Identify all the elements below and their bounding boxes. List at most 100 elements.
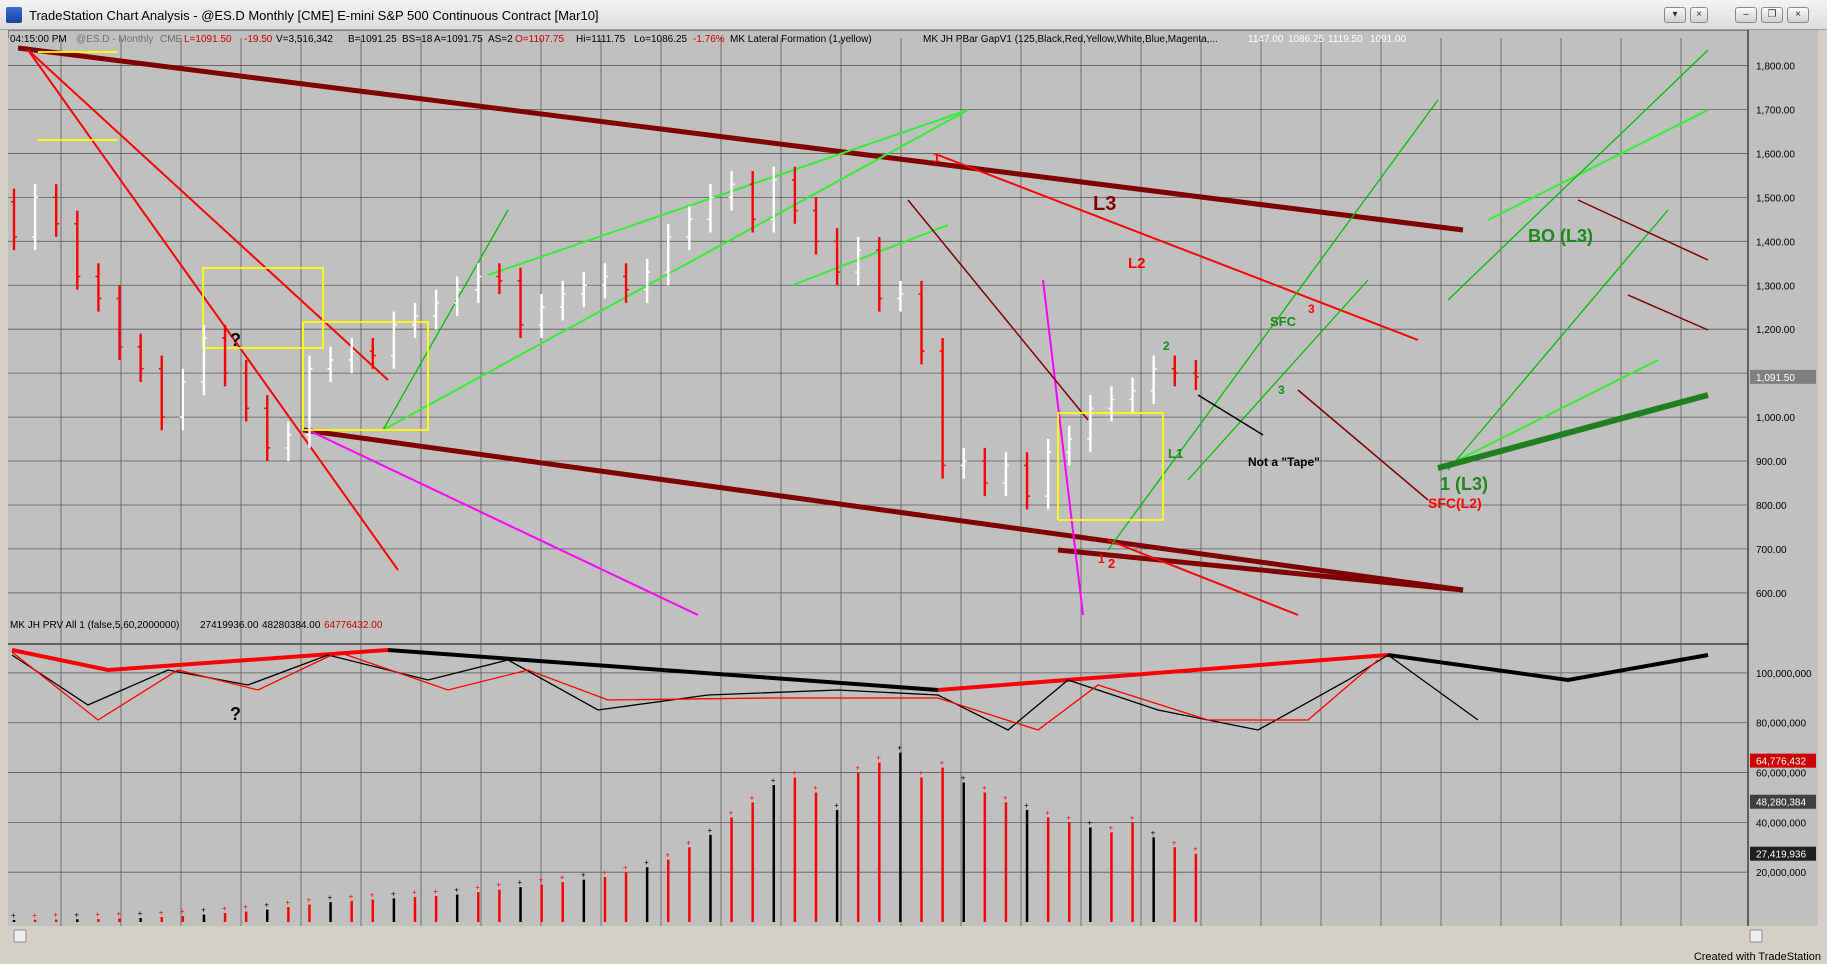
volume-marker: +	[665, 851, 670, 860]
volume-marker: +	[264, 901, 269, 910]
label-1-bottom: 1	[1098, 552, 1105, 566]
volume-marker: +	[475, 883, 480, 892]
close-window-icon[interactable]: ×	[1787, 7, 1809, 23]
volume-marker: +	[876, 754, 881, 763]
volume-marker: +	[285, 898, 290, 907]
trendline-red-descent	[27, 49, 399, 571]
trendline-red-descent-2	[27, 49, 389, 381]
last-price-label: 1,091.50	[1756, 373, 1795, 384]
options-button[interactable]: ▾	[1664, 7, 1686, 23]
close-chart-icon[interactable]: ×	[1690, 7, 1708, 23]
price-axis	[1748, 30, 1818, 926]
study2-value-2: 1086.25	[1288, 34, 1325, 45]
prv-black-thick-2	[1387, 653, 1709, 683]
header-bid: B=1091.25	[348, 34, 397, 45]
label-bo-l3: BO (L3)	[1528, 226, 1593, 246]
footer-credit: Created with TradeStation	[1693, 951, 1821, 963]
label-question-upper: ?	[230, 330, 241, 350]
trendline-l3-upper	[17, 45, 1464, 233]
volume-marker: +	[729, 808, 734, 817]
header-bid-size: BS=18	[402, 34, 433, 45]
window-title: TradeStation Chart Analysis - @ES.D Mont…	[29, 8, 599, 23]
price-tick-label: 800.00	[1756, 501, 1787, 512]
header-pct: -1.76%	[693, 34, 725, 45]
volume-value-2: 48280384.00	[262, 620, 321, 631]
volume-marker: +	[53, 911, 58, 920]
volume-marker: +	[32, 911, 37, 920]
last-price-box	[1750, 369, 1816, 384]
scroll-left-icon[interactable]	[13, 929, 27, 943]
price-tick-label: 700.00	[1756, 545, 1787, 556]
channel-green-2	[1187, 279, 1369, 481]
header-open: O=1107.75	[515, 34, 564, 45]
channel-green	[382, 209, 509, 431]
channel-bright-green-3	[792, 224, 949, 286]
volume-value-1: 27419936.00	[200, 620, 259, 631]
lateral-box-2002	[202, 267, 324, 349]
volume-marker: +	[138, 909, 143, 918]
volume-marker: +	[897, 744, 902, 753]
header-time: 04:15:00 PM	[10, 34, 67, 45]
volume-marker: +	[1087, 818, 1092, 827]
volume-marker: +	[454, 886, 459, 895]
lateral-box-2003	[302, 321, 429, 431]
trendline-lower-channel	[302, 427, 1464, 593]
lateral-box-2009	[1057, 412, 1164, 521]
price-tick-label: 1,700.00	[1756, 106, 1795, 117]
price-tick-label: 1,200.00	[1756, 325, 1795, 336]
channel-bright-green-4	[1437, 359, 1659, 471]
volume-marker: +	[306, 896, 311, 905]
volume-marker: +	[707, 826, 712, 835]
horizontal-scrollbar[interactable]	[8, 926, 1818, 947]
channel-green-3	[1447, 49, 1709, 301]
volume-marker: +	[834, 801, 839, 810]
scroll-thumb[interactable]	[1749, 929, 1763, 943]
volume-marker: +	[95, 910, 100, 919]
volume-marker: +	[328, 893, 333, 902]
volume-marker: +	[750, 793, 755, 802]
volume-tick-label: 80,000,000	[1756, 719, 1806, 730]
trendline-red-2	[1107, 539, 1299, 616]
volume-marker: +	[539, 876, 544, 885]
price-tick-label: 1,800.00	[1756, 62, 1795, 73]
volume-marker: +	[496, 881, 501, 890]
channel-bright-green-2	[487, 109, 969, 276]
price-tick-label: 1,000.00	[1756, 413, 1795, 424]
volume-tick-label: 20,000,000	[1756, 868, 1806, 879]
header-symbol: @ES.D - Monthly	[76, 34, 153, 45]
volume-marker: +	[792, 769, 797, 778]
trendline-maroon-thin-2	[1297, 389, 1429, 501]
volume-plot-area	[8, 644, 1748, 926]
volume-marker: +	[180, 907, 185, 916]
volume-marker: +	[1045, 808, 1050, 817]
volume-marker: +	[602, 868, 607, 877]
volume-marker: +	[222, 904, 227, 913]
trendline-l2	[937, 154, 1419, 341]
header-exchange: CME	[160, 34, 183, 45]
volume-marker: +	[74, 910, 79, 919]
header-high: Hi=1111.75	[576, 34, 626, 45]
label-l2: L2	[1128, 255, 1146, 272]
prv-black-thin	[11, 654, 1479, 731]
restore-icon[interactable]: ❐	[1761, 7, 1783, 23]
header-volume: V=3,516,342	[276, 34, 333, 45]
volume-value-label: 27,419,936	[1756, 850, 1806, 861]
volume-marker: +	[1172, 838, 1177, 847]
app-icon	[6, 7, 22, 23]
volume-value-label: 48,280,384	[1756, 798, 1806, 809]
label-3-red: 3	[1308, 302, 1315, 316]
label-sfc-l2: SFC(L2)	[1428, 495, 1482, 511]
volume-marker: +	[1151, 828, 1156, 837]
volume-marker: +	[581, 871, 586, 880]
header-change: -19.50	[244, 34, 273, 45]
volume-tick-label: 40,000,000	[1756, 818, 1806, 829]
volume-marker: +	[433, 887, 438, 896]
label-1-top: 1	[933, 150, 940, 165]
header-ask-size: AS=2	[488, 34, 513, 45]
trendline-magenta-2	[1042, 279, 1084, 616]
price-volume-chart[interactable]: + + + + + + + + + + + + + + + + + + + + + + + + + + + + + + + + + + + + + + + +…	[8, 30, 1818, 947]
header-low: Lo=1086.25	[634, 34, 688, 45]
volume-marker: +	[623, 863, 628, 872]
minimize-icon[interactable]: –	[1735, 7, 1757, 23]
trendline-magenta	[307, 429, 699, 616]
